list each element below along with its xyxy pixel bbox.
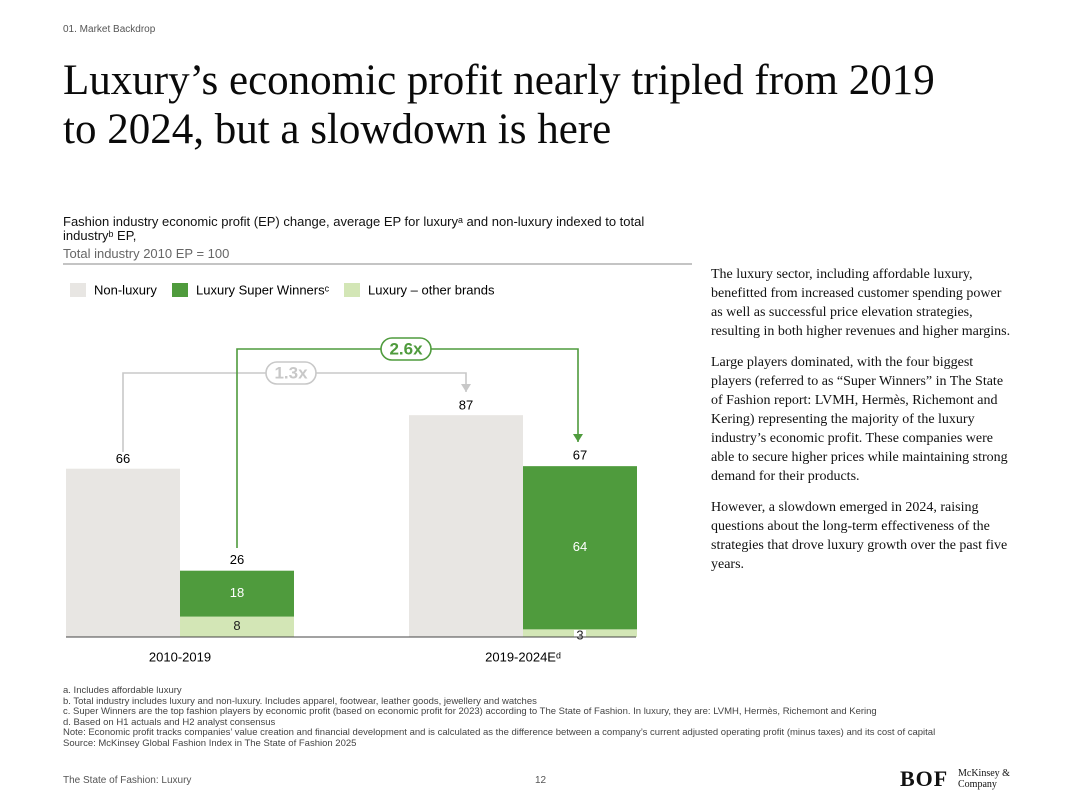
footnote: Note: Economic profit tracks companies’ … bbox=[63, 727, 936, 738]
footnotes: a. Includes affordable luxury b. Total i… bbox=[63, 685, 1063, 749]
arrow-head bbox=[461, 384, 471, 392]
x-tick-label: 2019-2024Eᵈ bbox=[485, 649, 561, 664]
footnote: a. Includes affordable luxury bbox=[63, 685, 182, 696]
footnote: d. Based on H1 actuals and H2 analyst co… bbox=[63, 716, 276, 728]
value-label: 3 bbox=[576, 627, 583, 642]
value-label: 66 bbox=[116, 451, 130, 466]
page-number: 12 bbox=[535, 775, 547, 786]
bar bbox=[409, 415, 523, 637]
total-label: 26 bbox=[230, 552, 244, 567]
chart-title: Fashion industry economic profit (EP) ch… bbox=[63, 214, 645, 243]
x-tick-label: 2010-2019 bbox=[149, 649, 211, 664]
value-label: 87 bbox=[459, 398, 473, 413]
bar bbox=[66, 468, 180, 637]
legend-swatch bbox=[344, 283, 360, 297]
logo-bof: BOF bbox=[900, 766, 949, 791]
chart-subtitle: Total industry 2010 EP = 100 bbox=[63, 246, 230, 261]
legend-swatch bbox=[70, 283, 86, 297]
annotation: 2.6x bbox=[389, 339, 423, 358]
bar-segment bbox=[523, 466, 637, 630]
footnote: c. Super Winners are the top fashion pla… bbox=[63, 706, 877, 717]
value-label: 8 bbox=[233, 618, 240, 633]
bar-segment bbox=[180, 616, 294, 637]
value-label: 64 bbox=[573, 539, 587, 554]
slide-title: Luxury’s economic profit nearly tripled … bbox=[63, 57, 935, 153]
legend-label: Luxury – other brands bbox=[368, 282, 495, 297]
footnote: Source: McKinsey Global Fashion Index in… bbox=[63, 737, 357, 749]
annotation-pill bbox=[265, 361, 317, 385]
legend-swatch bbox=[172, 283, 188, 297]
paragraph: The luxury sector, including affordable … bbox=[711, 267, 1011, 339]
logo-mckinsey: McKinsey & Company bbox=[958, 768, 1010, 790]
body-text: The luxury sector, including affordable … bbox=[711, 265, 1011, 586]
bar-segment bbox=[180, 570, 294, 617]
legend-label: Luxury Super Winnersᶜ bbox=[196, 282, 330, 297]
annotation-pill bbox=[380, 337, 432, 361]
annotation: 1.3x bbox=[274, 363, 308, 382]
paragraph: However, a slowdown emerged in 2024, rai… bbox=[711, 500, 1008, 572]
value-label: 18 bbox=[230, 585, 244, 600]
paragraph: Large players dominated, with the four b… bbox=[711, 355, 1008, 484]
footnote: b. Total industry includes luxury and no… bbox=[63, 695, 537, 707]
section-label: 01. Market Backdrop bbox=[63, 24, 156, 35]
arrow-head bbox=[573, 434, 583, 442]
footer-source: The State of Fashion: Luxury bbox=[63, 775, 192, 786]
total-label: 67 bbox=[573, 448, 587, 463]
legend-label: Non-luxury bbox=[94, 282, 157, 297]
